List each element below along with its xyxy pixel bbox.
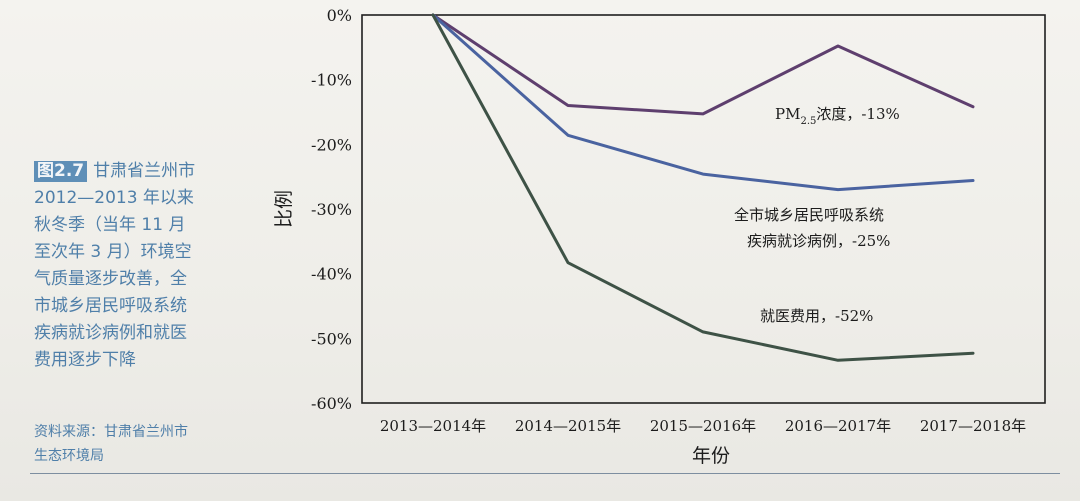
- series-label-pm25-main: PM: [775, 105, 800, 123]
- y-tick-label: 0%: [327, 6, 352, 25]
- series-label-pm25: PM2.5浓度，-13%: [775, 105, 900, 127]
- x-tick-label: 2015—2016年: [650, 417, 756, 435]
- caption-first-line: 甘肃省兰州市: [93, 161, 196, 181]
- x-tick-label: 2017—2018年: [920, 417, 1026, 435]
- series-label-medical-cost: 就医费用，-52%: [760, 307, 873, 325]
- series-line-medical-cost: [431, 13, 975, 362]
- series-line-respiratory: [431, 13, 975, 192]
- x-tick-label: 2014—2015年: [515, 417, 621, 435]
- series-line-pm25: [431, 13, 975, 116]
- caption-text: 2012—2013 年以来 秋冬季（当年 11 月 至次年 3 月）环境空 气质…: [34, 188, 194, 370]
- x-tick-label: 2016—2017年: [785, 417, 891, 435]
- x-tick-label: 2013—2014年: [380, 417, 486, 435]
- series-label-respiratory-line1: 全市城乡居民呼吸系统: [734, 206, 884, 224]
- y-tick-label: -40%: [311, 265, 352, 284]
- y-tick-label: -20%: [311, 135, 352, 154]
- plot-frame: [361, 14, 1046, 404]
- bottom-divider: [30, 473, 1060, 474]
- y-tick-label: -60%: [311, 394, 352, 413]
- series-label-pm25-sub: 2.5: [800, 116, 816, 127]
- y-tick-label: -30%: [311, 200, 352, 219]
- y-tick-label: -10%: [311, 71, 352, 90]
- y-tick-label: -50%: [311, 329, 352, 348]
- y-axis-ticks: 0% -10% -20% -30% -40% -50% -60%: [311, 6, 352, 413]
- source-note: 资料来源：甘肃省兰州市 生态环境局: [34, 424, 188, 464]
- series-label-respiratory-line2: 疾病就诊病例，-25%: [747, 232, 890, 250]
- x-axis-title: 年份: [692, 445, 730, 467]
- x-axis-ticks: 2013—2014年 2014—2015年 2015—2016年 2016—2017年…: [380, 417, 1026, 435]
- series-lines: [431, 13, 975, 362]
- y-axis-title: 比例: [273, 190, 295, 228]
- figure-caption: 图2.7 甘肃省兰州市 2012—2013 年以来 秋冬季（当年 11 月 至次年…: [34, 158, 224, 374]
- series-label-pm25-rest: 浓度，-13%: [816, 105, 899, 123]
- figure-number-tag: 图2.7: [34, 161, 88, 182]
